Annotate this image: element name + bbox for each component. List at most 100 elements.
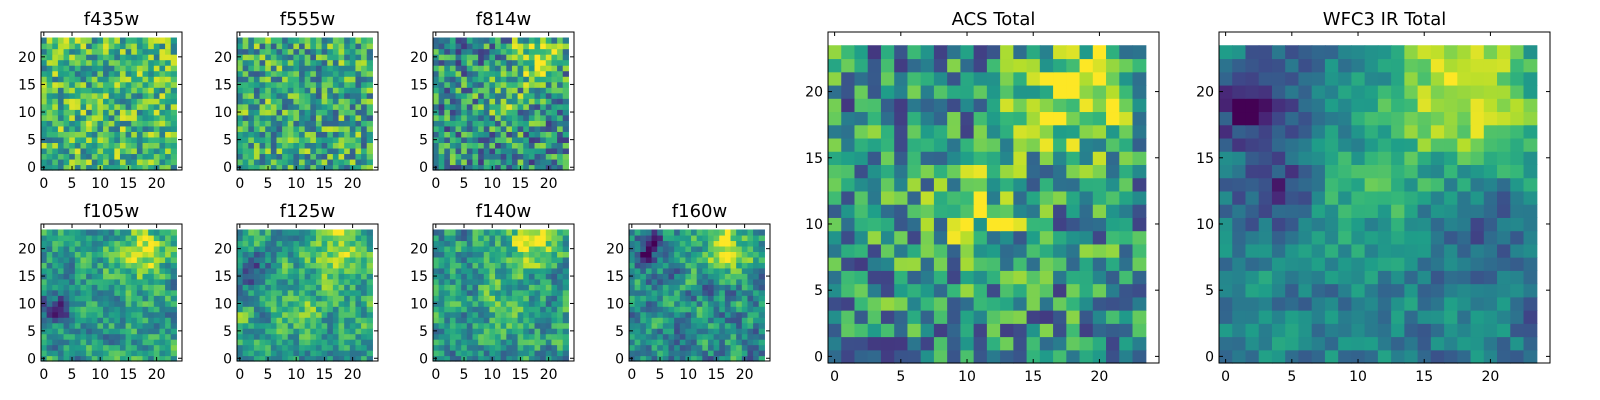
heatmap-cell [265,120,272,127]
heatmap-cell [506,103,513,110]
heatmap-cell [57,344,65,351]
heatmap-cell [366,158,373,166]
heatmap-cell [170,131,177,138]
heatmap-cell [103,262,110,269]
heatmap-cell [517,142,524,149]
heatmap-cell [165,267,172,274]
heatmap-cell [103,120,110,127]
heatmap-cell [131,240,138,247]
heatmap-cell [91,355,98,362]
heatmap-cell [1391,336,1405,351]
heatmap-cell [691,350,698,357]
heatmap-cell [461,333,468,340]
heatmap-cell [170,136,177,143]
heatmap-cell [344,98,351,105]
heatmap-cell [495,278,502,285]
heatmap-cell [344,43,351,50]
heatmap-cell [259,278,266,285]
heatmap-cell [534,43,541,50]
heatmap-cell [270,59,278,66]
heatmap-cell [344,92,351,99]
heatmap-cell [713,311,720,318]
x-tick-label: 0 [39,176,48,192]
heatmap-cell [361,65,368,72]
heatmap-cell [242,131,249,138]
heatmap-cell [551,48,558,55]
heatmap-cell [523,48,530,55]
heatmap-cell [276,37,283,44]
heatmap-cell [1258,336,1273,351]
heatmap-cell [344,328,351,335]
heatmap-cell [103,164,110,171]
heatmap-cell [344,103,351,110]
heatmap-cell [685,234,692,242]
heatmap-cell [159,98,166,105]
heatmap-cell [355,164,362,171]
heatmap-cell [691,273,698,280]
heatmap-cell [125,81,132,88]
heatmap-cell [1258,310,1273,324]
heatmap-cell [253,43,261,50]
heatmap-cell [517,98,524,105]
heatmap-cell [645,300,653,307]
heatmap-cell [973,296,988,311]
heatmap-cell [52,251,59,258]
heatmap-cell [153,306,161,313]
heatmap-cell [276,136,283,143]
heatmap-cell [1457,323,1472,338]
heatmap-cell [74,98,82,105]
heatmap-cell [165,344,172,351]
heatmap-cell [253,344,261,351]
heatmap-cell [1285,296,1300,311]
heatmap-cell [466,262,474,269]
heatmap-cell [276,48,283,55]
heatmap-cell [551,240,558,247]
heatmap-cell [259,76,266,83]
heatmap-cell [315,350,323,357]
heatmap-cell [361,251,368,258]
heatmap-cell [674,278,681,285]
heatmap-cell [91,267,98,274]
heatmap-cell [495,317,502,324]
heatmap-cell [366,65,373,72]
heatmap-cell [1000,349,1014,364]
heatmap-cell [304,87,311,94]
heatmap-cell [63,295,70,302]
heatmap-cell [57,306,65,313]
heatmap-cell [455,54,462,61]
heatmap-cell [136,37,144,44]
heatmap-cell [517,267,524,274]
heatmap-cell [894,45,909,60]
heatmap-cell [483,328,490,335]
heatmap-cell [433,76,440,83]
heatmap-cell [679,245,686,252]
heatmap-cell [119,344,127,351]
heatmap-cell [1106,270,1120,285]
heatmap-cell [472,234,479,242]
heatmap-cell [327,81,334,88]
heatmap-cell [545,131,553,138]
heatmap-cell [562,328,569,335]
heatmap-cell [1026,283,1041,298]
heatmap-cell [299,240,306,247]
heatmap-cell [489,306,496,313]
heatmap-cell [933,257,948,271]
heatmap-cell [719,256,726,263]
heatmap-cell [80,98,87,105]
heatmap-cell [148,344,155,351]
heatmap-cell [634,284,641,291]
heatmap-cell [142,273,149,280]
heatmap-cell [148,300,155,307]
heatmap-cell [361,98,368,105]
heatmap-cell [495,284,502,291]
heatmap-cell [478,278,485,285]
heatmap-cell [366,311,373,318]
heatmap-cell [894,257,909,271]
heatmap-cell [69,295,76,302]
heatmap-cell [131,158,138,166]
heatmap-cell [657,306,664,313]
heatmap-cell [299,37,306,44]
heatmap-cell [455,251,462,258]
heatmap-cell [478,98,485,105]
heatmap-cell [551,147,558,155]
